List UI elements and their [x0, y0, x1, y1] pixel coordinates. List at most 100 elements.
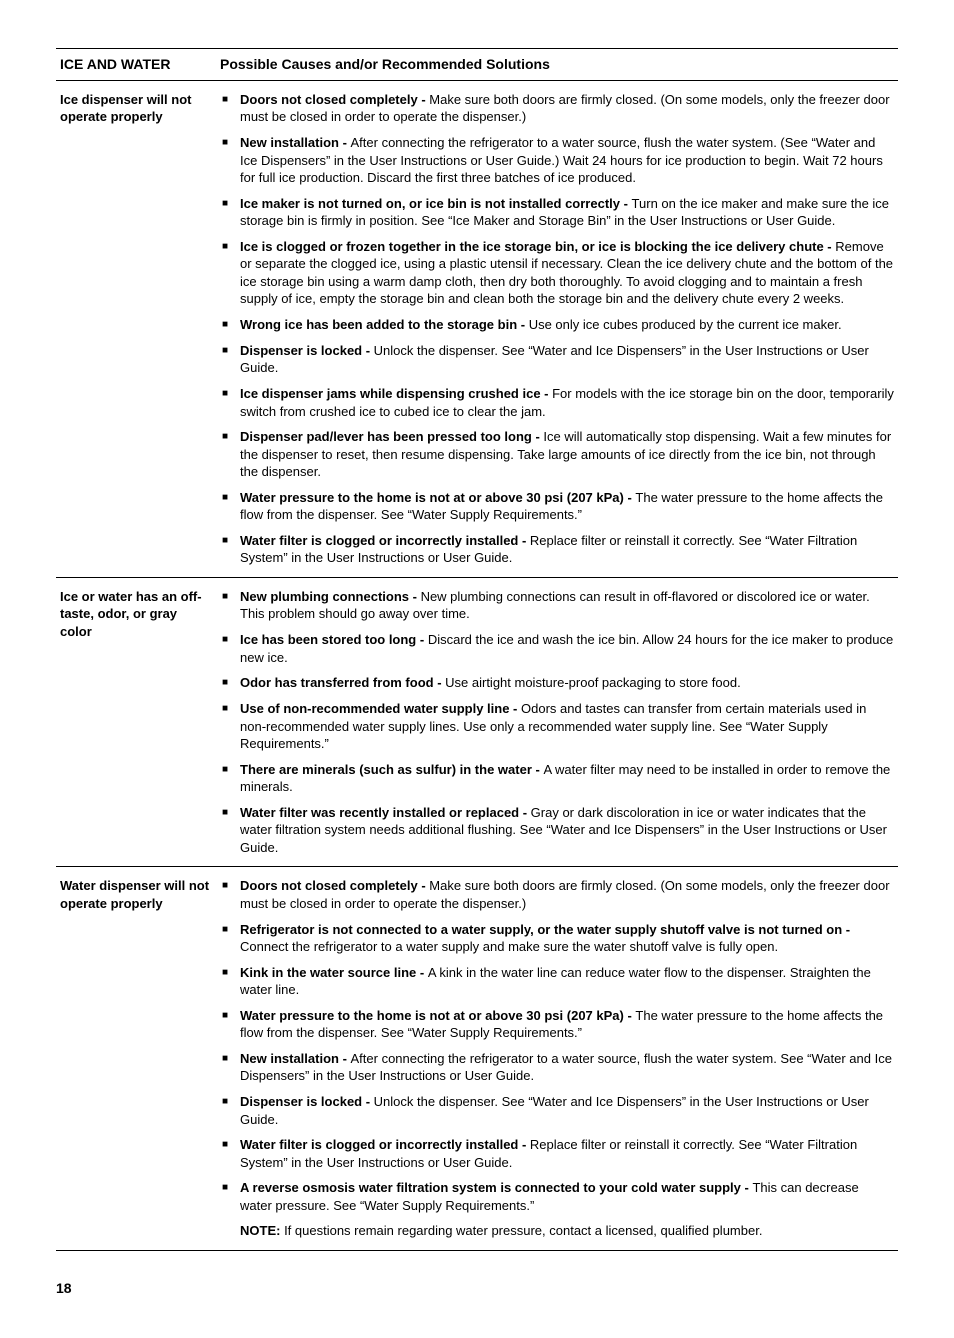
solution-text: Water pressure to the home is not at or …: [240, 1007, 894, 1042]
header-solutions: Possible Causes and/or Recommended Solut…: [216, 49, 898, 81]
solution-cause: Use of non-recommended water supply line…: [240, 701, 521, 716]
problem-cell: Ice dispenser will not operate properly: [56, 80, 216, 577]
bullet-icon: [220, 1050, 240, 1085]
solution-item: A reverse osmosis water filtration syste…: [220, 1179, 894, 1214]
bullet-icon: [220, 877, 240, 912]
solution-item: Wrong ice has been added to the storage …: [220, 316, 894, 334]
solution-text: Dispenser is locked - Unlock the dispens…: [240, 1093, 894, 1128]
solution-cause: Dispenser is locked -: [240, 1094, 374, 1109]
bullet-icon: [220, 761, 240, 796]
solution-text: There are minerals (such as sulfur) in t…: [240, 761, 894, 796]
problem-cell: Ice or water has an off-taste, odor, or …: [56, 577, 216, 867]
solution-text: New installation - After connecting the …: [240, 134, 894, 187]
solution-item: Ice is clogged or frozen together in the…: [220, 238, 894, 308]
solution-cause: Ice is clogged or frozen together in the…: [240, 239, 835, 254]
solution-text: Odor has transferred from food - Use air…: [240, 674, 894, 692]
bullet-icon: [220, 428, 240, 481]
bullet-icon: [220, 489, 240, 524]
solution-item: Refrigerator is not connected to a water…: [220, 921, 894, 956]
solution-item: Doors not closed completely - Make sure …: [220, 91, 894, 126]
solution-item: Ice has been stored too long - Discard t…: [220, 631, 894, 666]
solution-text: Doors not closed completely - Make sure …: [240, 91, 894, 126]
bullet-icon: [220, 921, 240, 956]
note-label: NOTE:: [240, 1223, 284, 1238]
solution-cause: A reverse osmosis water filtration syste…: [240, 1180, 752, 1195]
solution-cause: Ice maker is not turned on, or ice bin i…: [240, 196, 632, 211]
bullet-icon: [220, 1093, 240, 1128]
solution-text: Ice is clogged or frozen together in the…: [240, 238, 894, 308]
header-category: ICE AND WATER: [56, 49, 216, 81]
solution-text: Water filter was recently installed or r…: [240, 804, 894, 857]
solution-cause: Odor has transferred from food -: [240, 675, 445, 690]
solution-item: New installation - After connecting the …: [220, 1050, 894, 1085]
bullet-icon: [220, 631, 240, 666]
solution-text: Ice has been stored too long - Discard t…: [240, 631, 894, 666]
solution-text: Wrong ice has been added to the storage …: [240, 316, 894, 334]
solution-cause: Water pressure to the home is not at or …: [240, 1008, 635, 1023]
solution-text: Kink in the water source line - A kink i…: [240, 964, 894, 999]
section-row: Ice dispenser will not operate properly D…: [56, 80, 898, 577]
solutions-cell: Doors not closed completely - Make sure …: [216, 867, 898, 1250]
bullet-icon: [220, 804, 240, 857]
solution-cause: Water filter is clogged or incorrectly i…: [240, 1137, 530, 1152]
bullet-icon: [220, 1007, 240, 1042]
solution-text: Dispenser pad/lever has been pressed too…: [240, 428, 894, 481]
bullet-icon: [220, 342, 240, 377]
solution-detail: Use only ice cubes produced by the curre…: [529, 317, 842, 332]
solution-cause: Dispenser pad/lever has been pressed too…: [240, 429, 543, 444]
solution-cause: Water pressure to the home is not at or …: [240, 490, 635, 505]
solution-cause: Kink in the water source line -: [240, 965, 428, 980]
bullet-icon: [220, 195, 240, 230]
solution-item: Kink in the water source line - A kink i…: [220, 964, 894, 999]
note-text: NOTE: If questions remain regarding wate…: [240, 1222, 894, 1240]
solution-text: Ice maker is not turned on, or ice bin i…: [240, 195, 894, 230]
solution-cause: New installation -: [240, 1051, 351, 1066]
solution-item: Doors not closed completely - Make sure …: [220, 877, 894, 912]
solution-cause: Ice has been stored too long -: [240, 632, 428, 647]
bullet-icon: [220, 385, 240, 420]
solution-item: Water pressure to the home is not at or …: [220, 1007, 894, 1042]
bullet-icon: [220, 134, 240, 187]
bullet-icon: [220, 1179, 240, 1214]
solution-text: Water filter is clogged or incorrectly i…: [240, 1136, 894, 1171]
bullet-icon: [220, 91, 240, 126]
solution-text: Ice dispenser jams while dispensing crus…: [240, 385, 894, 420]
solution-cause: There are minerals (such as sulfur) in t…: [240, 762, 543, 777]
solution-detail: Connect the refrigerator to a water supp…: [240, 939, 778, 954]
solution-text: Doors not closed completely - Make sure …: [240, 877, 894, 912]
solution-cause: Doors not closed completely -: [240, 878, 429, 893]
bullet-icon: [220, 532, 240, 567]
note-item: NOTE: If questions remain regarding wate…: [220, 1222, 894, 1240]
section-row: Ice or water has an off-taste, odor, or …: [56, 577, 898, 867]
page-number: 18: [56, 1279, 898, 1298]
solutions-cell: New plumbing connections - New plumbing …: [216, 577, 898, 867]
solutions-cell: Doors not closed completely - Make sure …: [216, 80, 898, 577]
solution-item: Water pressure to the home is not at or …: [220, 489, 894, 524]
solution-cause: Ice dispenser jams while dispensing crus…: [240, 386, 552, 401]
solution-cause: New plumbing connections -: [240, 589, 421, 604]
solution-item: Use of non-recommended water supply line…: [220, 700, 894, 753]
solution-text: A reverse osmosis water filtration syste…: [240, 1179, 894, 1214]
bullet-icon: [220, 316, 240, 334]
solution-item: Water filter is clogged or incorrectly i…: [220, 532, 894, 567]
solution-text: Use of non-recommended water supply line…: [240, 700, 894, 753]
solution-item: Ice maker is not turned on, or ice bin i…: [220, 195, 894, 230]
bullet-icon: [220, 964, 240, 999]
solution-text: Water filter is clogged or incorrectly i…: [240, 532, 894, 567]
solution-cause: Water filter is clogged or incorrectly i…: [240, 533, 530, 548]
solution-item: Dispenser is locked - Unlock the dispens…: [220, 1093, 894, 1128]
bullet-icon: [220, 1136, 240, 1171]
solution-item: Dispenser pad/lever has been pressed too…: [220, 428, 894, 481]
solution-item: Odor has transferred from food - Use air…: [220, 674, 894, 692]
solution-cause: New installation -: [240, 135, 351, 150]
troubleshooting-table: ICE AND WATER Possible Causes and/or Rec…: [56, 48, 898, 1251]
solution-cause: Wrong ice has been added to the storage …: [240, 317, 529, 332]
solution-item: Ice dispenser jams while dispensing crus…: [220, 385, 894, 420]
solution-text: Water pressure to the home is not at or …: [240, 489, 894, 524]
solution-cause: Dispenser is locked -: [240, 343, 374, 358]
bullet-icon: [220, 700, 240, 753]
problem-cell: Water dispenser will not operate properl…: [56, 867, 216, 1250]
bullet-icon: [220, 674, 240, 692]
solution-item: Dispenser is locked - Unlock the dispens…: [220, 342, 894, 377]
solution-text: Dispenser is locked - Unlock the dispens…: [240, 342, 894, 377]
